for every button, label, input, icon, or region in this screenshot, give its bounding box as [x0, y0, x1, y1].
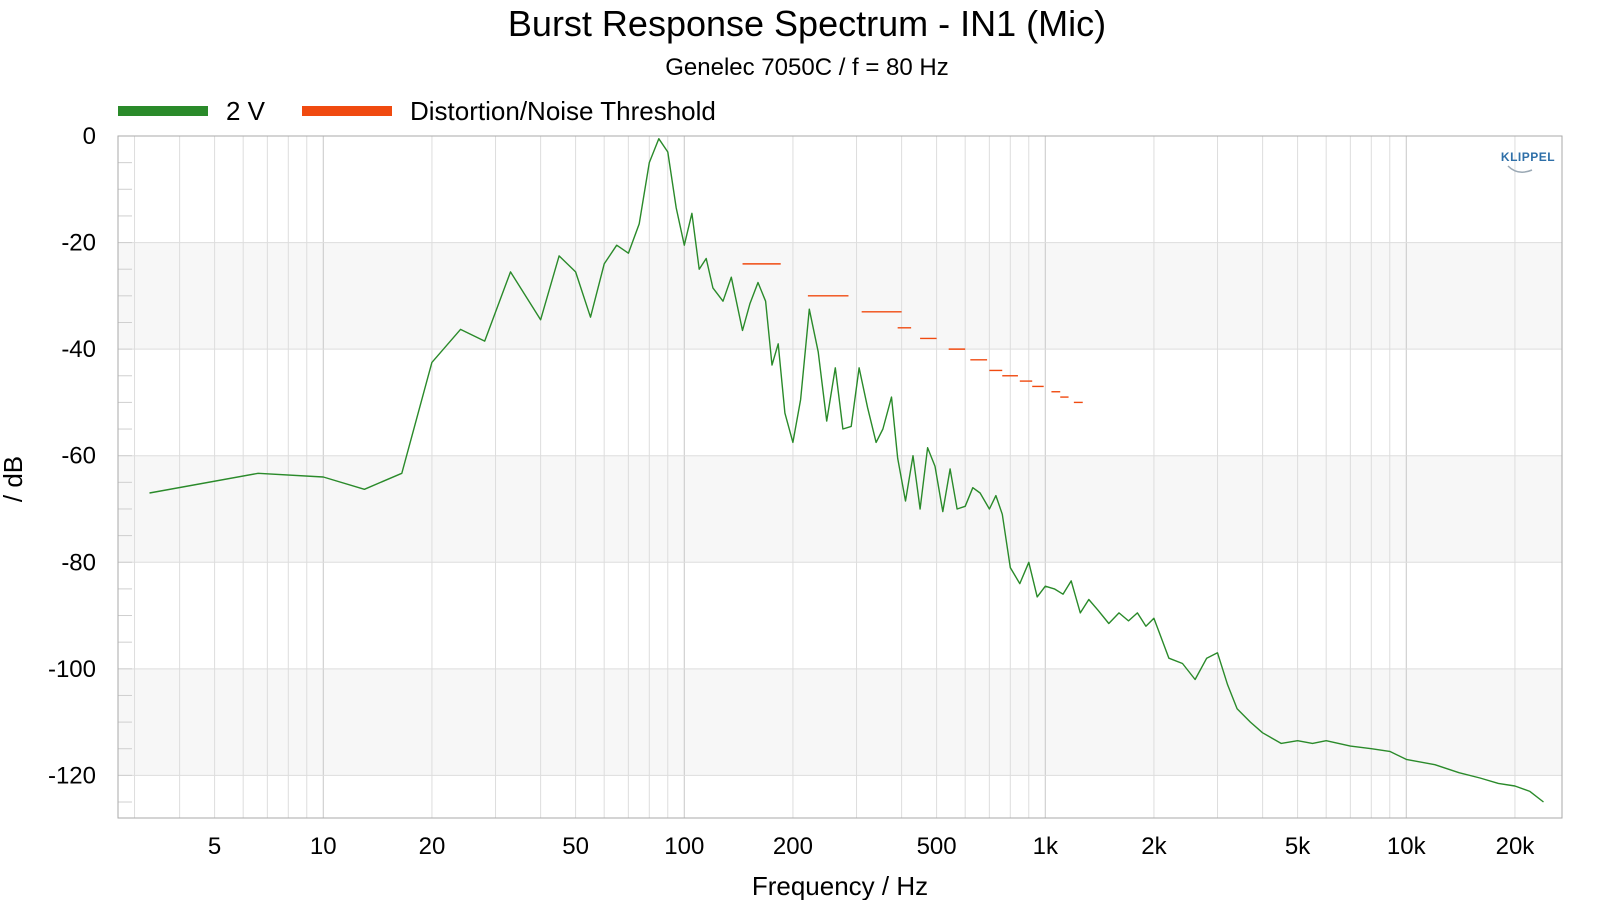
plot-frame [117, 135, 1563, 819]
legend: 2 V Distortion/Noise Threshold [118, 96, 716, 126]
x-tick-label: 500 [917, 833, 957, 860]
x-tick-label: 20k [1496, 833, 1536, 860]
chart-title: Burst Response Spectrum - IN1 (Mic) [508, 3, 1106, 44]
x-tick-label: 50 [562, 833, 589, 860]
x-tick-label: 10k [1387, 833, 1427, 860]
legend-label-threshold: Distortion/Noise Threshold [410, 96, 716, 126]
y-tick-label: -40 [61, 336, 96, 363]
y-tick-label: 0 [83, 123, 96, 150]
plot-background [118, 136, 1562, 818]
logo-text: KLIPPEL [1501, 150, 1555, 164]
series-line-0 [149, 137, 1544, 803]
y-tick-label: -100 [48, 656, 96, 683]
plot-band [118, 668, 1562, 776]
x-tick-label: 5k [1285, 833, 1311, 860]
x-tick-label: 1k [1033, 833, 1059, 860]
x-tick-label: 100 [664, 833, 704, 860]
x-tick-label: 2k [1141, 833, 1167, 860]
y-tick-label: -80 [61, 549, 96, 576]
y-tick-label: -120 [48, 762, 96, 789]
legend-swatch-threshold [302, 106, 392, 116]
x-tick-label: 20 [419, 833, 446, 860]
x-tick-label: 200 [773, 833, 813, 860]
y-tick-label: -20 [61, 230, 96, 257]
grid-lines [118, 135, 1562, 818]
x-tick-label: 5 [208, 833, 221, 860]
logo-arc-icon [1507, 165, 1533, 173]
klippel-logo: KLIPPEL [1501, 150, 1555, 173]
legend-swatch-response [118, 106, 208, 116]
series-layer [117, 135, 1563, 819]
y-axis-ticks: 0 -20 -40 -60 -80 -100 -120 [48, 123, 96, 789]
y-tick-label: -60 [61, 443, 96, 470]
legend-label-response: 2 V [226, 96, 266, 126]
x-tick-label: 10 [310, 833, 337, 860]
x-axis-ticks: 5 10 20 50 100 200 500 1k 2k 5k 10k 20k [208, 833, 1535, 860]
plot-band [118, 455, 1562, 563]
x-axis-label: Frequency / Hz [752, 871, 928, 900]
y-axis-label: / dB [0, 456, 28, 502]
chart-subtitle: Genelec 7050C / f = 80 Hz [665, 54, 949, 81]
